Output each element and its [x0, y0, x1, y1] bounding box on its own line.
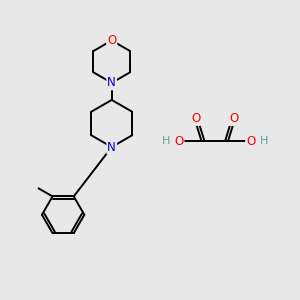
Text: H: H: [260, 136, 268, 146]
Text: O: O: [174, 135, 184, 148]
Text: O: O: [191, 112, 200, 125]
Text: O: O: [229, 112, 239, 125]
Text: N: N: [107, 141, 116, 154]
Text: O: O: [246, 135, 255, 148]
Text: O: O: [107, 34, 116, 47]
Text: H: H: [161, 136, 170, 146]
Text: N: N: [107, 76, 116, 89]
